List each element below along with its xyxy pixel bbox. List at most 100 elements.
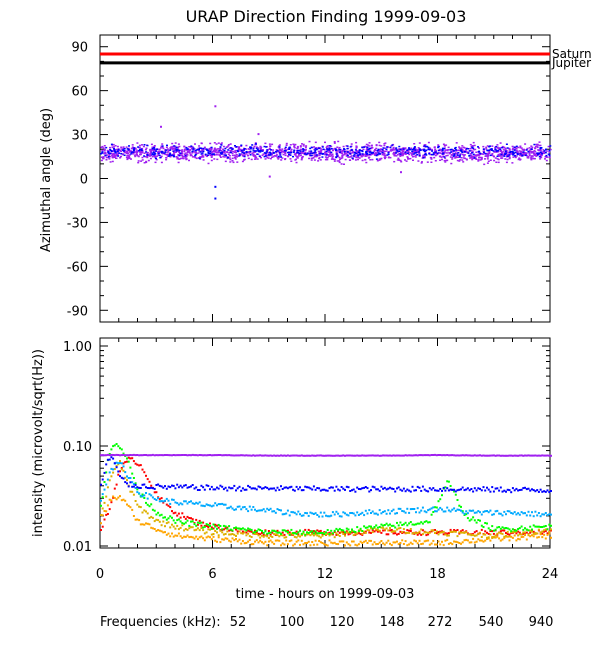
intensity-point [174,501,177,504]
intensity-point [338,489,341,492]
intensity-point [382,487,385,490]
intensity-point [181,524,184,527]
intensity-point [228,525,231,528]
intensity-point [420,528,423,531]
intensity-point [352,488,355,491]
intensity-point [480,536,483,538]
intensity-point [255,510,258,513]
intensity-point [328,534,331,537]
azimuth-point [245,153,248,155]
intensity-point [503,527,506,530]
intensity-point [293,535,296,538]
azimuth-point [404,151,407,154]
azimuth-point [418,142,421,144]
azimuth-point [373,154,376,156]
azimuth-point [530,156,533,158]
intensity-point [129,477,132,479]
intensity-point [179,535,182,538]
azimuth-point [411,150,414,153]
intensity-point [283,543,286,546]
intensity-point [461,511,464,514]
intensity-point [278,531,281,534]
azimuth-point [355,146,358,148]
intensity-point [325,514,327,517]
intensity-point [531,511,533,514]
azimuth-point [525,149,528,151]
intensity-point [453,530,456,533]
azimuth-point [283,151,286,153]
intensity-point [548,513,551,516]
azimuth-point [140,148,143,150]
azimuth-point [221,153,224,156]
intensity-point [347,531,350,534]
azimuth-point [497,158,500,161]
azimuth-point [484,158,486,160]
azimuth-point [538,153,541,156]
intensity-point [494,454,497,457]
intensity-point [164,525,166,528]
azimuth-point [409,148,412,151]
azimuth-point [392,148,394,151]
azimuth-point [313,153,316,155]
azimuth-point [299,154,302,157]
intensity-point [190,535,192,538]
azimuth-point [384,154,387,157]
azimuth-point [200,156,203,158]
azimuth-point [355,152,358,155]
intensity-point [491,513,494,516]
intensity-point [420,533,423,536]
azimuth-point [454,146,457,149]
intensity-point [513,534,516,537]
intensity-point [503,537,506,540]
azimuth-point [519,145,522,147]
intensity-point [202,486,205,489]
intensity-point [261,530,263,532]
intensity-point [418,486,421,489]
intensity-point [363,514,366,517]
intensity-point [413,531,416,534]
azimuth-point [199,156,201,158]
azimuth-point [423,155,426,158]
intensity-point [207,484,210,487]
intensity-point [432,487,435,490]
intensity-point [288,540,291,543]
intensity-point [145,454,147,456]
intensity-point [518,533,521,536]
intensity-point [390,530,393,533]
azimuth-point [362,148,365,151]
intensity-point [468,489,471,492]
azimuth-point [469,148,472,150]
azimuth-point [250,146,253,149]
azimuth-point [349,146,352,148]
intensity-point [335,454,338,457]
azimuth-point [475,151,478,153]
intensity-point [531,534,533,537]
intensity-point [160,485,163,488]
azimuth-point [259,151,262,153]
intensity-point [103,481,106,483]
azimuth-point [205,148,208,150]
azimuth-point [199,151,202,153]
azimuth-point [109,155,112,158]
azimuth-point [252,151,255,154]
intensity-point [415,454,417,457]
intensity-point [337,529,340,532]
intensity-point [146,503,149,506]
azimuth-point [539,144,542,147]
time-xtick-label: 18 [429,567,446,582]
intensity-point [434,532,436,534]
intensity-point [148,523,151,526]
azimuth-point [456,154,459,156]
azimuth-point [155,150,158,152]
azimuth-point [284,152,287,155]
intensity-point [134,500,137,502]
azimuth-point [245,144,248,147]
azimuth-point [364,155,367,157]
azimuth-point [162,147,165,150]
intensity-point [368,509,371,512]
azimuth-point [136,155,139,157]
azimuth-point [314,141,317,144]
intensity-point [351,454,353,457]
intensity-point [302,532,305,535]
intensity-point [266,507,269,510]
